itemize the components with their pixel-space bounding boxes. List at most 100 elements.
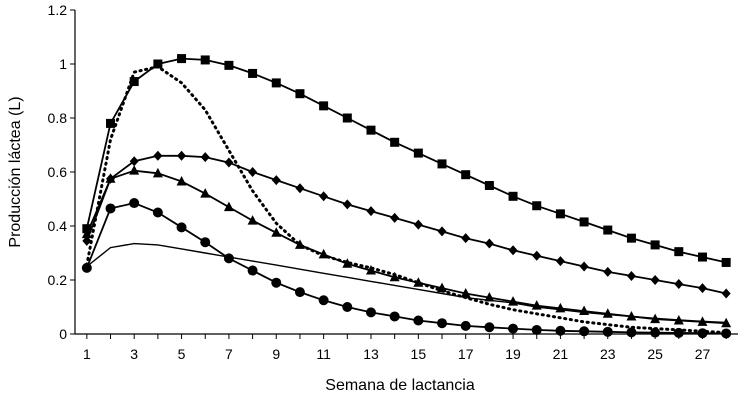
data-point-circles [531, 324, 542, 335]
data-point-squares [200, 55, 210, 65]
data-point-squares [674, 247, 684, 257]
data-point-squares [248, 68, 258, 78]
data-point-squares [177, 54, 187, 64]
data-point-squares [508, 191, 518, 201]
y-tick-label: 0.4 [48, 218, 68, 234]
data-point-circles [342, 302, 353, 312]
x-tick-label: 19 [505, 346, 521, 362]
data-point-triangles [105, 173, 116, 183]
data-point-circles [460, 320, 471, 331]
x-tick-label: 21 [553, 346, 569, 362]
data-point-circles [223, 253, 234, 264]
x-axis-title: Semana de lactancia [325, 377, 475, 394]
data-point-triangles [152, 167, 163, 178]
ticks-layer: 00.20.40.60.811.21 3 5 7 9 11 13 15 17 19 21 23 25 27 [48, 2, 727, 362]
data-point-triangles [460, 288, 471, 298]
data-point-squares [532, 201, 542, 211]
data-point-triangles [626, 310, 637, 321]
x-tick-label: 17 [458, 346, 474, 362]
data-point-triangles [484, 292, 495, 302]
data-point-triangles [200, 188, 211, 198]
data-point-diamonds [413, 219, 423, 230]
data-point-squares [319, 101, 329, 111]
data-point-diamonds [129, 156, 139, 167]
data-point-circles [271, 277, 282, 288]
series-line-triangles [85, 169, 727, 325]
data-point-squares [437, 159, 447, 169]
data-point-diamonds [200, 152, 210, 163]
data-point-circles [389, 311, 400, 322]
data-point-diamonds [555, 256, 565, 267]
data-point-squares [295, 89, 305, 99]
y-tick-label: 0.8 [48, 110, 68, 126]
data-point-circles [105, 203, 116, 214]
series-line-dotted [85, 65, 728, 335]
data-point-diamonds [437, 226, 447, 237]
data-point-diamonds [697, 283, 707, 294]
series-line-circles [85, 202, 727, 335]
x-tick-label: 11 [316, 346, 331, 362]
data-point-diamonds [342, 199, 352, 210]
data-point-squares [626, 233, 636, 243]
data-point-diamonds [603, 266, 613, 277]
data-point-triangles [176, 175, 187, 186]
data-point-circles [294, 287, 305, 298]
y-tick-label: 0.2 [48, 272, 68, 288]
data-point-circles [129, 198, 140, 209]
data-point-diamonds [461, 233, 471, 244]
data-point-diamonds [295, 183, 305, 194]
x-tick-label: 25 [647, 346, 663, 362]
series-layer [81, 54, 732, 339]
y-tick-label: 0.6 [48, 164, 68, 180]
data-point-squares [153, 59, 163, 69]
data-point-squares [603, 225, 613, 235]
x-tick-label: 23 [600, 346, 616, 362]
data-point-diamonds [153, 150, 163, 161]
data-point-diamonds [626, 270, 636, 281]
x-tick-label: 1 [83, 346, 91, 362]
data-point-squares [271, 78, 281, 88]
x-tick-label: 13 [363, 346, 379, 362]
data-point-squares [366, 125, 376, 135]
data-point-squares [579, 217, 589, 227]
data-point-triangles [223, 201, 234, 212]
data-point-circles [626, 327, 637, 338]
x-tick-label: 7 [225, 346, 233, 362]
y-axis-title: Producción láctea (L) [7, 96, 24, 247]
axes-layer [74, 10, 738, 335]
data-point-triangles [342, 258, 353, 268]
y-tick-label: 0 [59, 326, 67, 342]
data-point-diamonds [579, 261, 589, 272]
data-point-triangles [81, 228, 92, 239]
data-point-circles [365, 307, 376, 318]
data-point-circles [555, 325, 566, 336]
series-line-diamonds [85, 154, 727, 295]
y-tick-label: 1 [59, 56, 67, 72]
data-point-diamonds [650, 275, 660, 285]
data-point-squares [342, 113, 352, 123]
data-point-triangles [247, 215, 258, 225]
data-point-circles [247, 265, 258, 276]
data-point-squares [413, 148, 423, 158]
data-point-circles [508, 323, 519, 334]
data-point-squares [721, 257, 731, 267]
data-point-circles [673, 327, 684, 338]
data-point-diamonds [271, 175, 281, 186]
data-point-squares [129, 77, 139, 87]
data-point-squares [650, 240, 660, 250]
data-point-circles [200, 237, 211, 248]
data-point-squares [461, 170, 471, 180]
data-point-triangles [389, 271, 400, 282]
data-point-diamonds [532, 250, 542, 261]
data-point-squares [697, 252, 707, 262]
data-point-triangles [271, 227, 282, 237]
series-line-thin [86, 242, 727, 324]
data-point-circles [176, 222, 187, 233]
x-tick-label: 15 [411, 346, 427, 362]
data-point-diamonds [224, 157, 234, 168]
data-point-squares [106, 118, 116, 128]
x-tick-label: 27 [695, 346, 711, 362]
data-point-diamonds [177, 150, 187, 161]
data-point-diamonds [674, 279, 684, 290]
